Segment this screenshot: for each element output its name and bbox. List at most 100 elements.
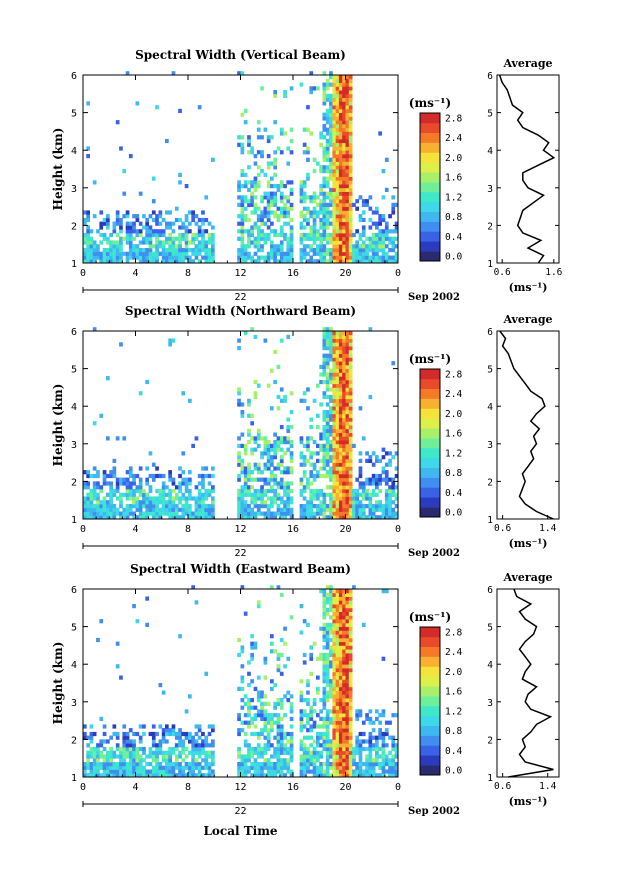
heatmap-cell — [237, 187, 241, 192]
heatmap-cell — [319, 447, 323, 452]
heatmap-cell — [358, 473, 363, 479]
heatmap-cell — [145, 481, 149, 486]
heatmap-cell — [243, 477, 248, 482]
heatmap-cell — [391, 507, 396, 512]
heatmap-cell — [335, 244, 340, 249]
heatmap-cell — [312, 724, 317, 729]
heatmap-cell — [348, 634, 353, 639]
heatmap-cell — [332, 105, 337, 110]
heatmap-cell — [211, 754, 215, 759]
heatmap-cell — [155, 507, 159, 512]
heatmap-cell — [178, 743, 182, 748]
heatmap-cell — [243, 466, 248, 471]
heatmap-cell — [332, 225, 337, 230]
heatmap-cell — [204, 762, 209, 767]
heatmap-cell — [289, 86, 294, 91]
heatmap-cell — [342, 634, 346, 639]
heatmap-cell — [312, 248, 317, 253]
heatmap-cell — [384, 244, 389, 249]
heatmap-cell — [194, 773, 199, 778]
heatmap-cell — [332, 180, 337, 185]
heatmap-cell — [388, 229, 392, 234]
heatmap-cell — [329, 664, 333, 669]
heatmap-cell — [348, 202, 353, 207]
heatmap-cell — [142, 504, 146, 509]
heatmap-cell — [325, 440, 330, 445]
heatmap-cell — [322, 410, 327, 415]
heatmap-cell — [263, 716, 268, 721]
heatmap-cell — [345, 421, 350, 426]
heatmap-cell — [358, 511, 363, 516]
heatmap-cell — [329, 515, 333, 520]
heatmap-cell — [348, 656, 353, 661]
heatmap-cell — [335, 225, 340, 230]
heatmap-cell — [338, 425, 343, 430]
heatmap-cell — [342, 769, 346, 774]
heatmap-cell — [335, 443, 340, 448]
heatmap-cell — [256, 120, 261, 125]
heatmap-cell — [335, 357, 340, 362]
heatmap-cell — [348, 466, 353, 471]
heatmap-cell — [122, 251, 127, 256]
heatmap-cell — [270, 406, 274, 411]
heatmap-cell — [106, 240, 110, 245]
heatmap-cell — [319, 511, 323, 516]
heatmap-cell — [312, 496, 317, 501]
heatmap-cell — [342, 361, 346, 366]
heatmap-cell — [96, 244, 100, 249]
heatmap-cell — [371, 504, 376, 509]
heatmap-cell — [322, 425, 327, 430]
heatmap-cell — [322, 511, 327, 516]
heatmap-cell — [109, 492, 113, 497]
heatmap-cell — [338, 251, 343, 256]
heatmap-cell — [158, 229, 163, 234]
heatmap-cell — [348, 116, 353, 121]
heatmap-cell — [240, 675, 245, 680]
heatmap-cell — [306, 713, 310, 718]
heatmap-cell — [119, 750, 123, 755]
heatmap-cell — [319, 259, 323, 264]
heatmap-cell — [178, 500, 182, 505]
heatmap-cell — [253, 496, 258, 501]
colorbar-tick-label: 0.0 — [445, 508, 462, 519]
heatmap-cell — [96, 507, 100, 512]
heatmap-cell — [253, 500, 258, 505]
heatmap-cell — [332, 652, 337, 658]
heatmap-cell — [138, 746, 143, 752]
heatmap-cell — [302, 248, 307, 253]
heatmap-cell — [381, 447, 386, 452]
heatmap-cell — [260, 485, 264, 490]
heatmap-cell — [345, 210, 350, 215]
heatmap-cell — [302, 758, 307, 763]
heatmap-cell — [161, 217, 166, 223]
heatmap-cell — [325, 169, 330, 174]
heatmap-cell — [375, 210, 379, 215]
heatmap-cell — [378, 221, 382, 226]
heatmap-cell — [325, 746, 330, 752]
heatmap-cell — [335, 458, 340, 463]
heatmap-cell — [345, 458, 350, 463]
heatmap-cell — [155, 466, 159, 471]
heatmap-cell — [207, 251, 212, 256]
heatmap-cell — [89, 769, 94, 774]
heatmap-cell — [368, 248, 373, 253]
heatmap-cell — [122, 754, 127, 759]
heatmap-cell — [348, 221, 353, 226]
heatmap-cell — [171, 773, 176, 778]
heatmap-cell — [332, 470, 337, 475]
heatmap-cell — [375, 481, 379, 486]
heatmap-cell — [375, 225, 379, 230]
heatmap-cell — [309, 735, 314, 740]
heatmap-cell — [253, 334, 258, 339]
heatmap-cell — [335, 619, 340, 624]
heatmap-cell — [256, 248, 261, 253]
heatmap-cell — [338, 361, 343, 366]
heatmap-cell — [345, 504, 350, 509]
heatmap-cell — [338, 735, 343, 740]
heatmap-cell — [316, 195, 320, 200]
heatmap-cell — [135, 101, 140, 106]
heatmap-cell — [309, 500, 314, 505]
heatmap-cell — [335, 671, 340, 676]
x-tick-label: 16 — [287, 782, 299, 793]
